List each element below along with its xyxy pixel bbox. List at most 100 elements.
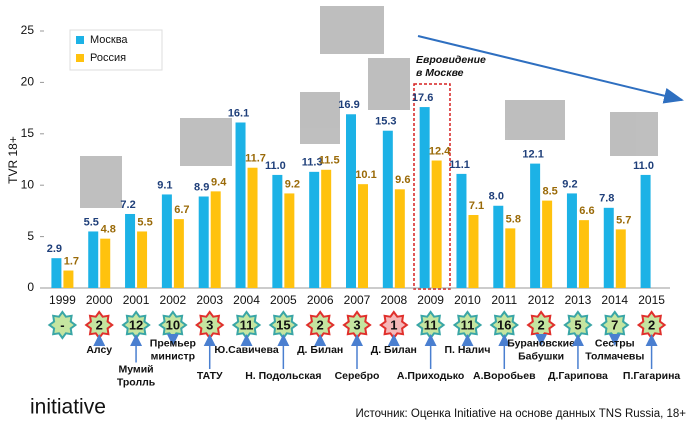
bar <box>468 215 479 288</box>
x-tick-label: 2002 <box>160 293 187 307</box>
legend-swatch <box>76 54 84 62</box>
artist-label: Толмачевы <box>585 350 644 362</box>
y-tick-label: 25 <box>21 23 35 37</box>
x-tick-label: 2012 <box>528 293 555 307</box>
y-tick-label: 0 <box>27 280 34 294</box>
x-tick-label: 2008 <box>380 293 407 307</box>
legend-label: Москва <box>90 34 128 46</box>
bar <box>505 228 516 288</box>
bar <box>125 213 136 288</box>
place-label: 11 <box>424 317 438 332</box>
value-label: 15.3 <box>375 116 396 128</box>
value-label: 9.1 <box>157 179 172 191</box>
x-tick-label: 2014 <box>601 293 628 307</box>
value-label: 12.4 <box>429 145 451 157</box>
photo <box>368 58 410 110</box>
photos <box>80 6 658 208</box>
x-tick-label: 2009 <box>417 293 444 307</box>
place-label: 3 <box>353 317 360 332</box>
y-axis-label: TVR 18+ <box>6 136 20 184</box>
artist-label: Ю.Савичева <box>214 344 278 356</box>
value-label: 9.2 <box>285 178 300 190</box>
place-label: 1 <box>390 317 397 332</box>
value-label: 8.9 <box>194 181 209 193</box>
place-label: 15 <box>276 317 290 332</box>
bar <box>210 191 221 288</box>
place-star <box>47 310 78 340</box>
place-label: 3 <box>206 317 213 332</box>
place-label: 2 <box>648 317 655 332</box>
bar <box>530 163 541 288</box>
legend-label: Россия <box>90 52 126 64</box>
bar <box>173 219 184 288</box>
place-label: 11 <box>461 317 475 332</box>
x-tick-label: 2013 <box>565 293 592 307</box>
value-label: 6.6 <box>579 205 594 217</box>
value-label: 16.9 <box>338 99 359 111</box>
y-tick-label: 20 <box>21 75 35 89</box>
artist-label: Мумий <box>118 363 153 375</box>
x-tick-label: 2003 <box>196 293 223 307</box>
artist-label: Д.Гарипова <box>548 370 608 382</box>
value-label: 9.2 <box>562 178 577 190</box>
x-tick-label: 2004 <box>233 293 260 307</box>
bar <box>235 122 246 288</box>
value-label: 2.9 <box>47 243 62 255</box>
artist-label: Д. Билан <box>371 344 417 356</box>
value-label: 8.0 <box>489 191 504 203</box>
x-tick-label: 1999 <box>49 293 76 307</box>
value-label: 5.5 <box>84 216 99 228</box>
photo <box>80 156 122 208</box>
place-label: 12 <box>129 317 143 332</box>
value-label: 4.8 <box>101 224 116 236</box>
logo: initiative <box>30 396 106 419</box>
photo <box>505 100 565 140</box>
bar <box>603 207 614 288</box>
value-label: 9.4 <box>211 176 227 188</box>
bar <box>88 231 99 288</box>
place-label: 2 <box>96 317 103 332</box>
artist-label: Алсу <box>86 344 112 356</box>
place-label: 7 <box>611 317 618 332</box>
artist-label: А.Воробьев <box>473 370 536 382</box>
x-tick-label: 2007 <box>344 293 371 307</box>
place-label: 5 <box>574 317 581 332</box>
photo <box>180 118 232 166</box>
value-label: 7.1 <box>469 200 484 212</box>
x-tick-label: 2000 <box>86 293 113 307</box>
bar <box>419 107 430 289</box>
bar <box>137 231 148 288</box>
value-label: 11.0 <box>633 160 654 172</box>
bar <box>431 160 442 288</box>
artist-label: Серебро <box>335 370 380 382</box>
bar <box>63 270 74 288</box>
artist-label: П.Гагарина <box>623 370 681 382</box>
bar <box>542 200 553 288</box>
bar <box>100 238 111 288</box>
bar <box>382 130 393 288</box>
value-label: 11.1 <box>449 159 470 171</box>
photo <box>320 6 384 54</box>
x-tick-label: 2015 <box>638 293 665 307</box>
annotation: в Москве <box>416 67 464 79</box>
bar <box>493 205 504 288</box>
value-label: 5.7 <box>616 214 631 226</box>
trend-arrow <box>417 35 684 104</box>
x-tick-label: 2010 <box>454 293 481 307</box>
highlight-box <box>413 83 451 290</box>
artist-label: Д. Билан <box>297 344 343 356</box>
artist-label: П. Налич <box>444 344 490 356</box>
bar <box>615 229 626 288</box>
bar <box>161 194 172 288</box>
artist-label: Премьер <box>150 337 196 349</box>
legend-box <box>69 29 163 71</box>
source: Источник: Оценка Initiative на основе да… <box>355 408 686 420</box>
value-label: 17.6 <box>412 92 433 104</box>
bar <box>51 258 62 288</box>
value-label: 12.1 <box>522 149 543 161</box>
artist-label: Тролль <box>117 376 156 388</box>
value-label: 7.8 <box>599 193 614 205</box>
value-label: 7.2 <box>120 199 135 211</box>
artist-label: Н. Подольская <box>245 370 321 382</box>
